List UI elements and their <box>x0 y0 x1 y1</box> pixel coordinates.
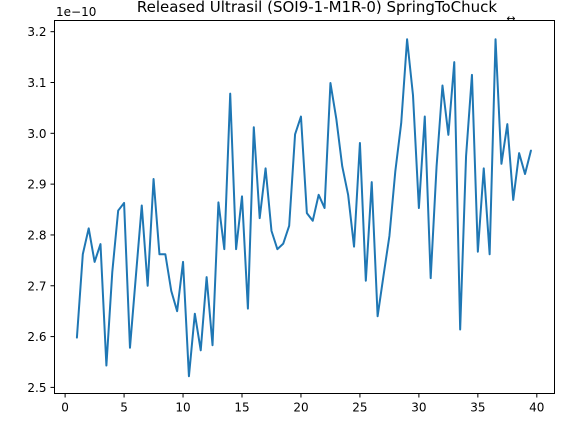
x-tick-label: 0 <box>61 401 69 415</box>
x-tick-label: 5 <box>120 401 128 415</box>
chart-title: Released Ultrasil (SOI9-1-M1R-0) SpringT… <box>137 0 498 16</box>
y-tick-label: 2.6 <box>27 330 46 344</box>
x-tick-label: 30 <box>411 401 426 415</box>
x-tick-label: 20 <box>293 401 308 415</box>
x-tick-label: 15 <box>234 401 249 415</box>
y-tick-label: 2.8 <box>27 228 46 242</box>
y-tick-label: 2.5 <box>27 381 46 395</box>
x-tick-label: 35 <box>470 401 485 415</box>
x-tick-label: 40 <box>529 401 544 415</box>
x-tick-label: 25 <box>352 401 367 415</box>
y-tick-label: 2.7 <box>27 279 46 293</box>
y-tick-label: 3.0 <box>27 127 46 141</box>
corner-mark: ↔ <box>506 12 515 25</box>
y-axis: 2.5 2.6 2.7 2.8 2.9 3.0 3.1 3.2 <box>27 25 55 395</box>
x-tick-label: 10 <box>175 401 190 415</box>
plot-frame <box>54 20 555 394</box>
y-tick-label: 3.2 <box>27 25 46 39</box>
series-line <box>75 38 532 378</box>
x-axis: 0 5 10 15 20 25 30 35 40 <box>61 393 544 415</box>
y-tick-label: 3.1 <box>27 76 46 90</box>
y-offset-label: 1e−10 <box>56 5 96 19</box>
y-tick-label: 2.9 <box>27 178 46 192</box>
